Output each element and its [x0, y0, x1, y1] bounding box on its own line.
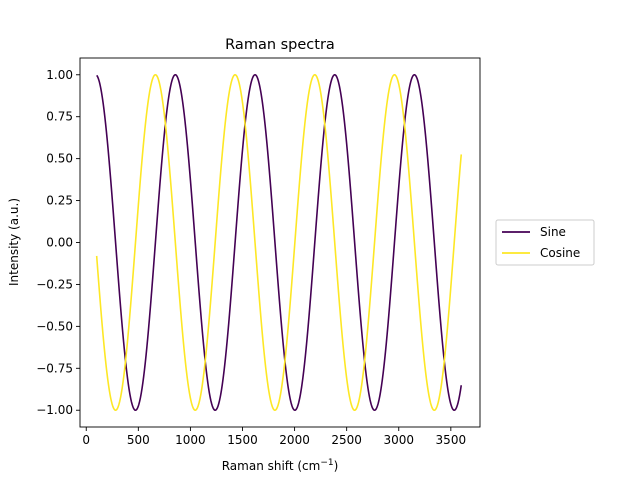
x-tick-label: 3000: [383, 433, 414, 447]
x-axis-label: Raman shift (cm−1): [222, 458, 339, 473]
legend: Sine Cosine: [495, 219, 595, 266]
x-axis-label-suffix: ): [334, 459, 339, 473]
x-tick-label: 3500: [436, 433, 467, 447]
y-tick-label: 0.25: [46, 194, 73, 208]
y-tick-label: 0.75: [46, 110, 73, 124]
x-axis-label-main: Raman shift (cm: [222, 459, 321, 473]
chart-title: Raman spectra: [225, 37, 335, 53]
series-line-cosine: [95, 73, 463, 412]
y-tick-label: −0.50: [36, 319, 73, 333]
x-axis-label-superscript: −1: [320, 458, 333, 468]
x-tick-label: 1500: [227, 433, 258, 447]
y-tick-label: −0.25: [36, 277, 73, 291]
y-tick-label: −0.75: [36, 361, 73, 375]
y-tick-label: −1.00: [36, 403, 73, 417]
x-tick-label: 2000: [279, 433, 310, 447]
y-axis: −1.00 −0.75 −0.50 −0.25 0.00 0.25 0.50 0.75 1.00: [36, 68, 80, 417]
x-axis: 0 500 1000 1500 2000 2500 3000 3500: [82, 427, 466, 447]
x-tick-label: 2500: [331, 433, 362, 447]
x-tick-label: 0: [82, 433, 90, 447]
y-tick-label: 1.00: [46, 68, 73, 82]
legend-label-sine: Sine: [540, 225, 566, 239]
y-tick-label: 0.00: [46, 236, 73, 250]
series-line-sine: [96, 73, 463, 412]
y-axis-label: Intensity (a.u.): [7, 198, 21, 286]
y-tick-label: 0.50: [46, 152, 73, 166]
plot-area: Raman spectra 0 500 1000 1500 2000 2500 3000 35…: [7, 37, 481, 473]
x-tick-label: 1000: [175, 433, 206, 447]
x-tick-label: 500: [127, 433, 150, 447]
legend-label-cosine: Cosine: [540, 246, 580, 260]
